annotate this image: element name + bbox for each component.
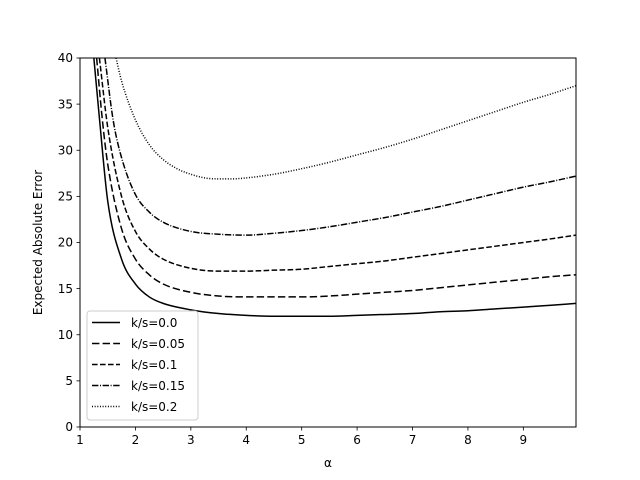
x-tick-label: 3 [187, 433, 195, 447]
legend-label-0: k/s=0.0 [131, 316, 177, 330]
series-line-4 [115, 58, 576, 180]
series-line-3 [104, 58, 576, 236]
x-tick-label: 5 [298, 433, 306, 447]
series-layer [93, 58, 576, 318]
series-line-0 [93, 58, 576, 318]
y-tick-label: 25 [58, 190, 73, 204]
x-tick-label: 9 [520, 433, 528, 447]
legend-label-3: k/s=0.15 [131, 379, 185, 393]
x-tick-label: 6 [353, 433, 361, 447]
y-tick-label: 40 [58, 51, 73, 65]
y-axis: 0 5 10 15 20 25 30 35 40 [58, 51, 80, 434]
y-tick-label: 35 [58, 97, 73, 111]
legend-label-1: k/s=0.05 [131, 337, 185, 351]
y-axis-label: Expected Absolute Error [31, 170, 45, 315]
series-line-1 [95, 58, 576, 298]
y-tick-label: 0 [65, 420, 73, 434]
x-axis: 1 2 3 4 5 6 7 8 9 [76, 427, 527, 447]
legend-frame [86, 310, 199, 421]
y-tick-label: 10 [58, 328, 73, 342]
x-axis-label: α [324, 456, 332, 470]
x-tick-label: 4 [242, 433, 250, 447]
legend-label-2: k/s=0.1 [131, 358, 177, 372]
y-tick-label: 30 [58, 143, 73, 157]
y-tick-label: 5 [65, 374, 73, 388]
legend: k/s=0.0 k/s=0.05 k/s=0.1 k/s=0.15 k/s=0.2 [86, 310, 199, 421]
x-tick-label: 2 [132, 433, 140, 447]
x-tick-label: 7 [409, 433, 417, 447]
y-tick-label: 20 [58, 236, 73, 250]
legend-label-4: k/s=0.2 [131, 400, 177, 414]
series-line-2 [98, 58, 576, 272]
y-tick-label: 15 [58, 282, 73, 296]
x-tick-label: 8 [464, 433, 472, 447]
x-tick-label: 1 [76, 433, 84, 447]
